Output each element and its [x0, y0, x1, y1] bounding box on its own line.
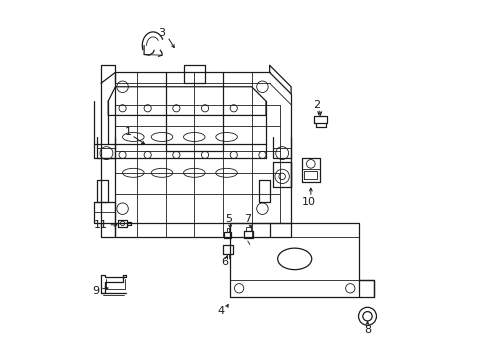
Text: 10: 10 [301, 197, 315, 207]
Text: 5: 5 [224, 215, 231, 224]
Text: 1: 1 [124, 127, 131, 136]
Text: 11: 11 [94, 220, 108, 230]
Text: 8: 8 [364, 325, 371, 335]
Text: 4: 4 [217, 306, 224, 316]
Text: 7: 7 [244, 215, 251, 224]
Text: 2: 2 [312, 100, 319, 110]
Text: 3: 3 [158, 28, 165, 38]
Text: 6: 6 [221, 257, 228, 267]
Text: 9: 9 [92, 286, 99, 296]
